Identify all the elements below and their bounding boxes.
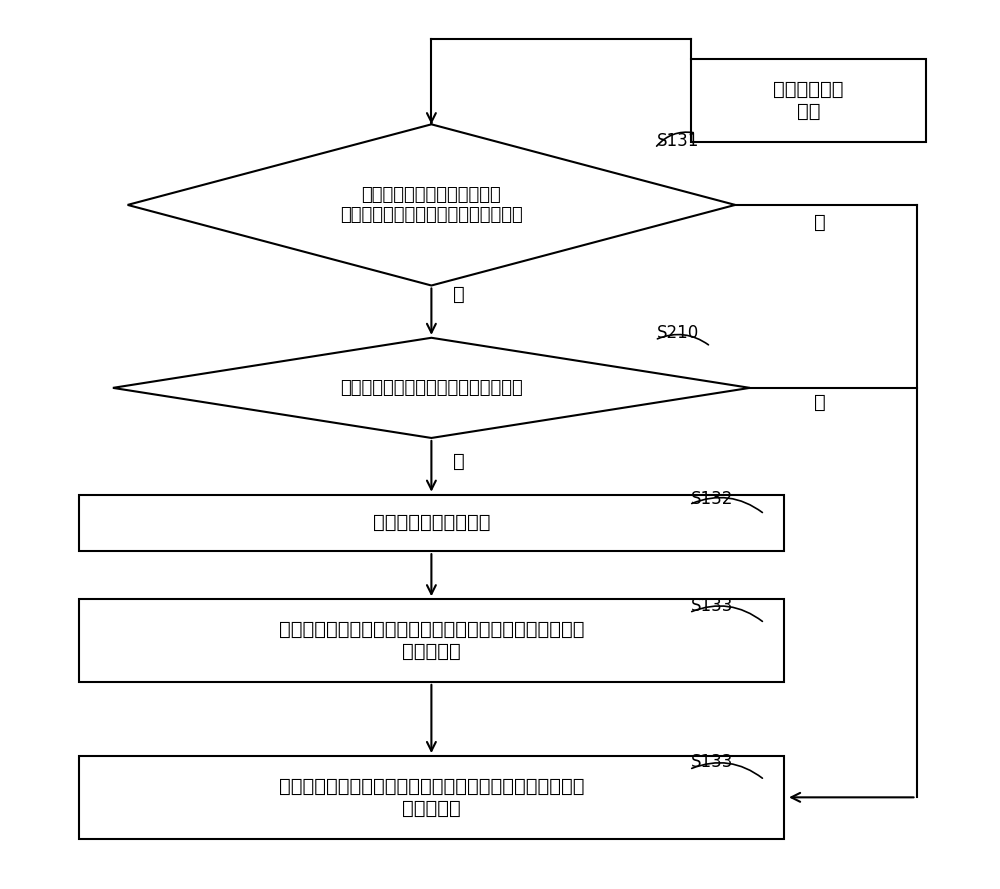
Text: S132: S132: [691, 491, 733, 509]
Text: S133: S133: [691, 754, 733, 772]
Bar: [79, 756, 784, 838]
Bar: [79, 494, 784, 551]
Text: S210: S210: [657, 324, 699, 342]
Text: 当热源体的形状参数在预设范围内时，确定热源体是所述预
设活动物体: 当热源体的形状参数在预设范围内时，确定热源体是所述预 设活动物体: [279, 777, 584, 818]
Text: 是: 是: [453, 285, 465, 304]
Text: 否: 否: [814, 212, 825, 232]
Text: 判断热源体在房间内的位置是否有变化: 判断热源体在房间内的位置是否有变化: [340, 379, 523, 396]
Polygon shape: [113, 338, 750, 438]
Text: 经过一预设时
间段: 经过一预设时 间段: [773, 80, 844, 121]
Text: S133: S133: [691, 597, 733, 614]
Text: 根据红外图像检测房间内是否
存在温度处于预设温度范围内的热源体: 根据红外图像检测房间内是否 存在温度处于预设温度范围内的热源体: [340, 186, 523, 224]
Text: 是: 是: [453, 453, 465, 471]
Polygon shape: [128, 124, 735, 285]
Text: 获取热源体的形状参数: 获取热源体的形状参数: [373, 514, 490, 533]
Bar: [79, 599, 784, 682]
Text: S131: S131: [657, 132, 699, 150]
Text: 否: 否: [814, 393, 825, 412]
Text: 当热源体的形状参数在预设范围内时，确定热源体是所述预
设活动物体: 当热源体的形状参数在预设范围内时，确定热源体是所述预 设活动物体: [279, 620, 584, 661]
Bar: [691, 59, 926, 141]
